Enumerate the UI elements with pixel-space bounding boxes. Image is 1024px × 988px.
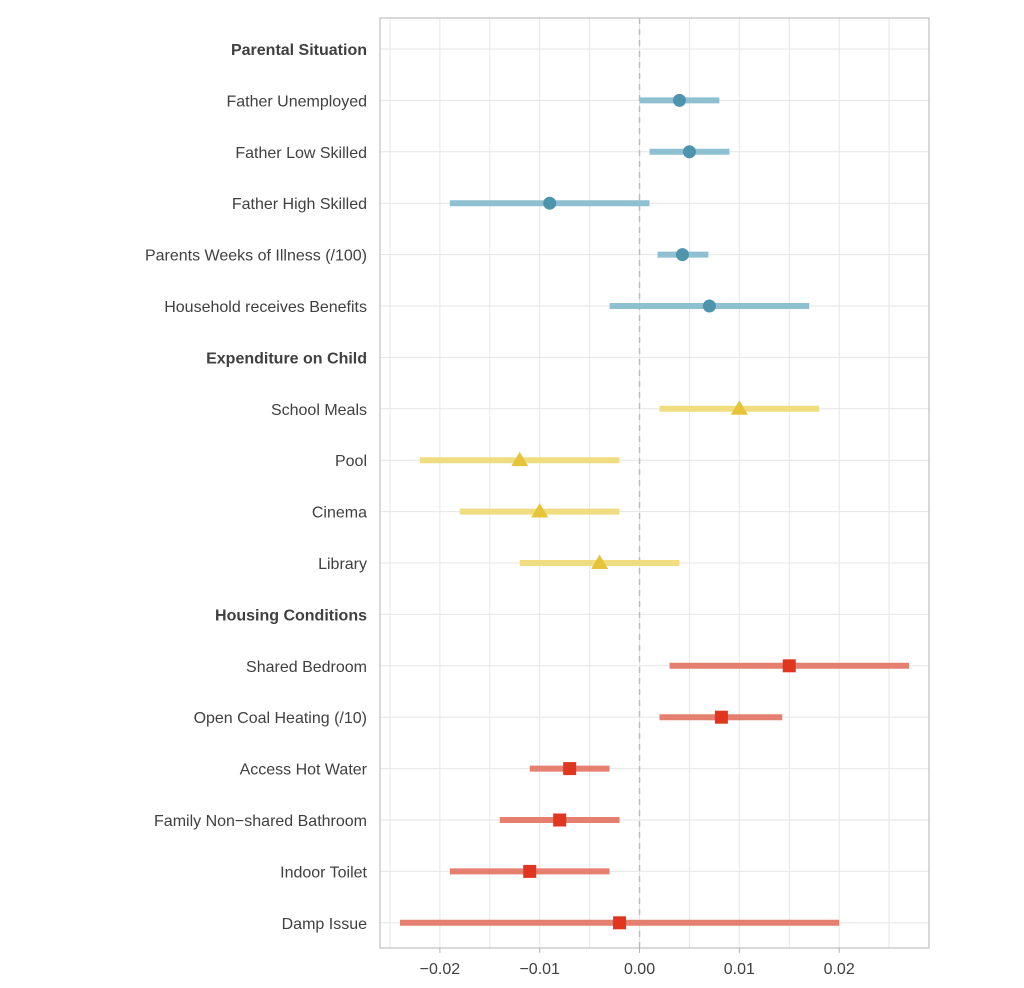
row-label: Shared Bedroom: [246, 659, 367, 676]
point-estimate-square: [714, 710, 728, 724]
point-estimate-triangle: [730, 400, 748, 415]
x-tick-label: −0.02: [420, 961, 461, 978]
label-layer: Parental Situation Father Unemployed Fathe…: [145, 42, 368, 933]
point-estimate-triangle: [531, 503, 549, 518]
point-estimate-circle: [543, 196, 557, 210]
x-tick-label: 0.00: [624, 961, 655, 978]
group-header-label: Expenditure on Child: [206, 350, 367, 367]
row-label: Household receives Benefits: [164, 299, 367, 316]
point-estimate-square: [613, 916, 627, 930]
point-estimate-circle: [672, 93, 686, 107]
panel-border: [379, 17, 930, 949]
row-label: Family Non−shared Bathroom: [154, 813, 367, 830]
row-label: Father High Skilled: [232, 196, 367, 213]
point-estimate-circle: [682, 145, 696, 159]
row-label: Open Coal Heating (/10): [194, 710, 367, 727]
x-tick-label: 0.01: [724, 961, 755, 978]
row-label: Father Low Skilled: [235, 145, 367, 162]
row-label: Damp Issue: [282, 916, 367, 933]
point-estimate-circle: [702, 299, 716, 313]
point-estimate-circle: [675, 248, 689, 262]
point-estimate-triangle: [591, 554, 609, 569]
row-label: Indoor Toilet: [280, 864, 367, 881]
tick-layer: −0.02 −0.01 0.00 0.01 0.02: [420, 948, 855, 978]
row-label: Pool: [335, 453, 367, 470]
point-estimate-square: [782, 659, 796, 673]
point-estimate-square: [563, 762, 577, 776]
row-label: Access Hot Water: [240, 762, 368, 779]
group-header-label: Parental Situation: [231, 42, 367, 59]
point-layer: [511, 93, 796, 930]
point-estimate-square: [523, 864, 537, 878]
row-label: Father Unemployed: [226, 93, 367, 110]
row-label: Library: [318, 556, 367, 573]
point-estimate-square: [553, 813, 567, 827]
row-label: Cinema: [312, 505, 367, 522]
x-tick-label: −0.01: [519, 961, 560, 978]
row-label: School Meals: [271, 402, 367, 419]
point-estimate-triangle: [511, 451, 529, 467]
x-tick-label: 0.02: [824, 961, 855, 978]
grid-layer: [380, 18, 929, 948]
group-header-label: Housing Conditions: [215, 607, 367, 624]
row-label: Parents Weeks of Illness (/100): [145, 248, 367, 265]
